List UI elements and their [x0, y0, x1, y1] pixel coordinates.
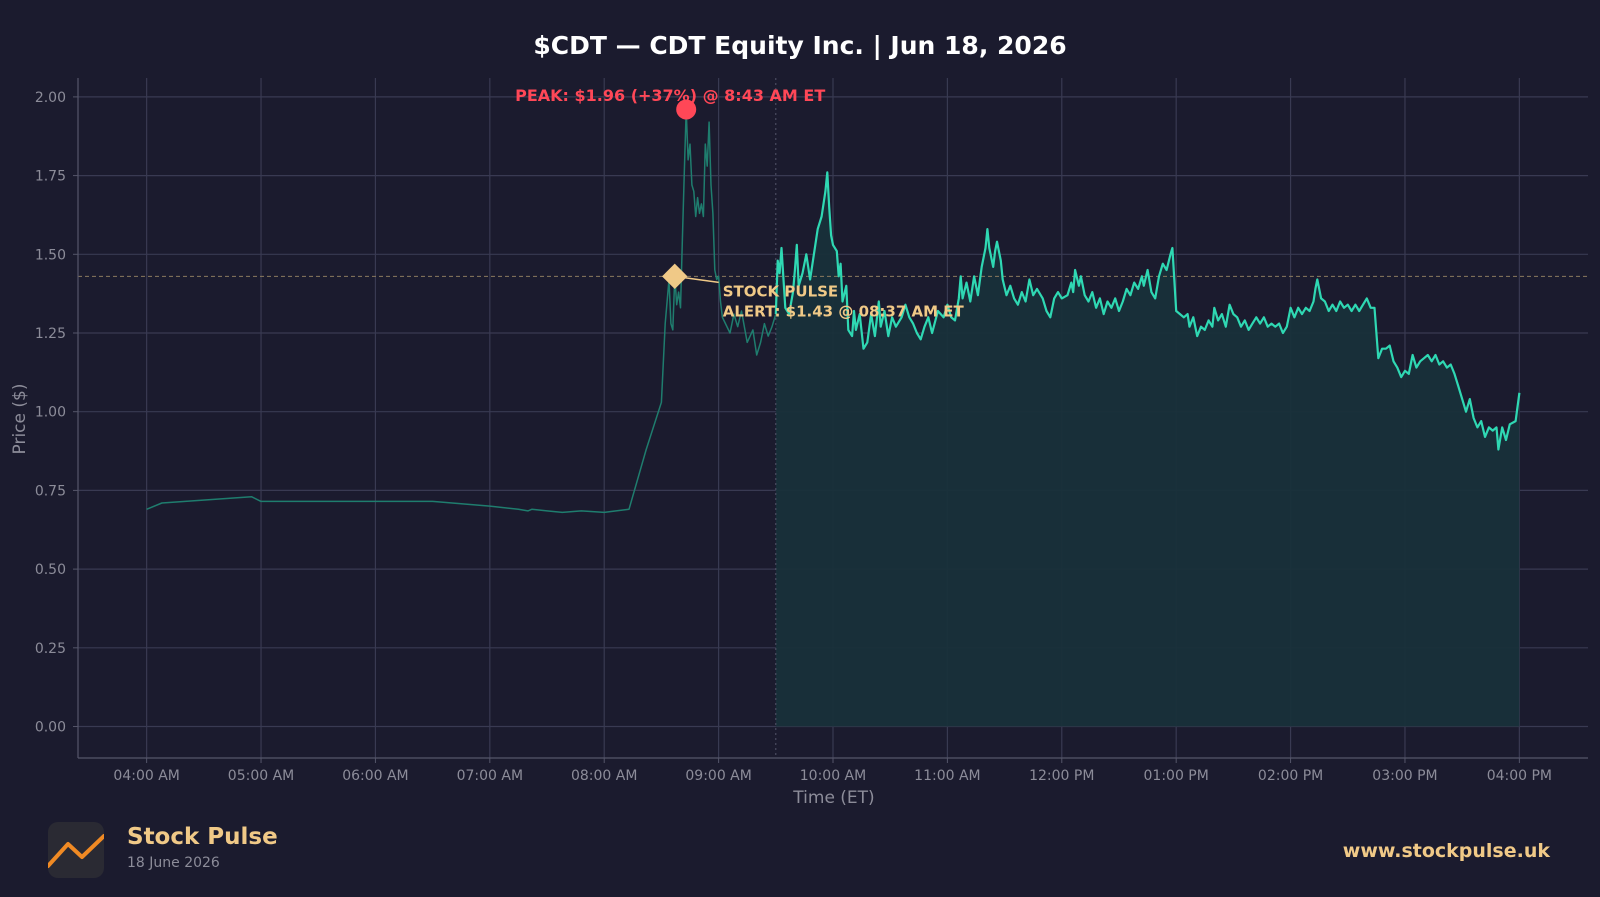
y-tick-label: 1.25	[35, 326, 66, 342]
alert-marker	[662, 263, 688, 290]
y-tick-label: 0.00	[35, 720, 66, 736]
trend-line-icon	[46, 834, 106, 868]
y-tick-label: 0.25	[35, 641, 66, 657]
y-tick-label: 1.75	[35, 169, 66, 185]
y-tick-label: 0.50	[35, 562, 66, 578]
x-tick-label: 10:00 AM	[800, 768, 866, 784]
annotations: PEAK: $1.96 (+37%) @ 8:43 AM ET STOCK PUL…	[515, 86, 964, 320]
axes: 0.00 0.25 0.50 0.75 1.00 1.25 1.50 1.75 2.00 04:0…	[35, 78, 1588, 784]
y-tick-label: 2.00	[35, 90, 66, 106]
y-axis-label: Price ($)	[10, 384, 30, 455]
series-lines	[146, 108, 1521, 514]
x-tick-label: 12:00 PM	[1029, 768, 1094, 784]
y-tick-label: 1.00	[35, 405, 66, 421]
y-tick-label: 0.75	[35, 483, 66, 499]
x-tick-label: 04:00 AM	[113, 768, 179, 784]
area-fill	[775, 172, 1520, 727]
chart-title: $CDT — CDT Equity Inc. | Jun 18, 2026	[533, 31, 1066, 60]
reference-lines	[78, 78, 1588, 758]
x-tick-label: 11:00 AM	[914, 768, 980, 784]
x-tick-label: 01:00 PM	[1144, 768, 1209, 784]
x-tick-label: 05:00 AM	[228, 768, 294, 784]
x-axis-label: Time (ET)	[792, 788, 874, 808]
footer-date: 18 June 2026	[127, 855, 220, 871]
brand-name: Stock Pulse	[127, 824, 278, 850]
peak-marker	[676, 99, 697, 120]
logo	[46, 822, 106, 878]
website-link[interactable]: www.stockpulse.uk	[1342, 840, 1550, 862]
x-tick-label: 03:00 PM	[1372, 768, 1437, 784]
x-tick-label: 02:00 PM	[1258, 768, 1323, 784]
premarket-price-line	[146, 108, 777, 514]
peak-label: PEAK: $1.96 (+37%) @ 8:43 AM ET	[515, 86, 825, 105]
x-tick-label: 04:00 PM	[1487, 768, 1552, 784]
alert-label-line1: STOCK PULSE	[723, 282, 838, 300]
x-tick-label: 07:00 AM	[457, 768, 523, 784]
regular-session-price-line	[774, 171, 1521, 451]
alert-label-line2: ALERT: $1.43 @ 08:37 AM ET	[723, 302, 965, 320]
regular-session-fill	[775, 172, 1520, 727]
x-tick-label: 09:00 AM	[685, 768, 751, 784]
x-tick-label: 06:00 AM	[342, 768, 408, 784]
x-tick-label: 08:00 AM	[571, 768, 637, 784]
y-tick-label: 1.50	[35, 247, 66, 263]
